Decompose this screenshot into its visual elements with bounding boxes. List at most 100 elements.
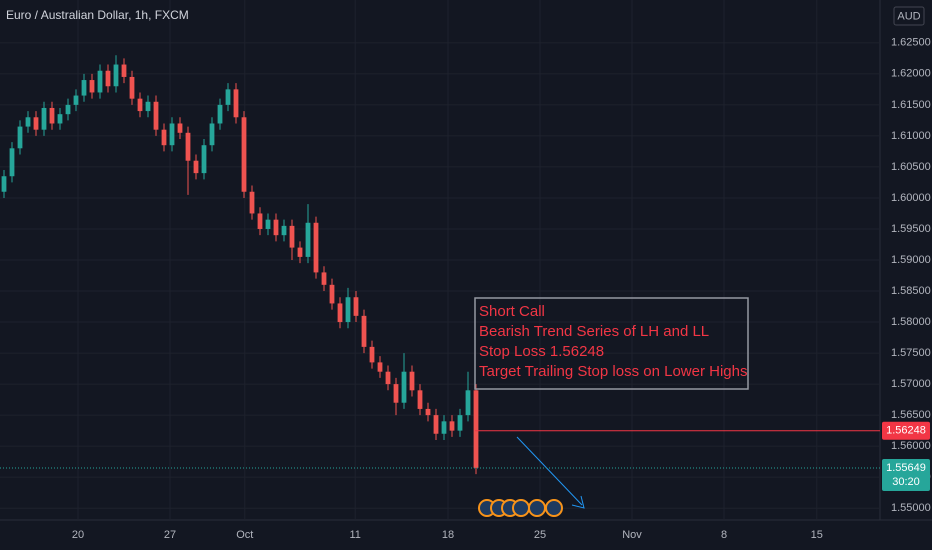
candle-body [1,176,7,192]
candle-body [393,384,399,403]
candle-body [241,117,247,192]
candle-body [385,371,391,385]
candle-body [433,415,439,434]
candle-body [457,415,463,431]
candle-body [473,390,479,468]
last-price-tag [882,458,930,491]
candle-body [97,70,103,93]
candle-body [265,219,271,229]
chart-title: Euro / Australian Dollar, 1h, FXCM [6,8,189,22]
y-tick-label: 1.59500 [891,223,931,235]
y-tick-label: 1.60500 [891,161,931,173]
candle-body [297,247,303,257]
candle-body [73,95,79,105]
x-tick-label: 11 [349,529,360,541]
candle-body [161,129,167,146]
candle-body [169,123,175,146]
candle-body [225,89,231,105]
candle-body [257,213,263,229]
annotation-line: Target Trailing Stop loss on Lower Highs [479,363,747,380]
candle-body [17,126,23,149]
y-tick-label: 1.59000 [891,254,931,266]
candle-body [33,117,39,130]
candle-body [193,160,199,174]
candle-body [425,408,431,416]
annotation-box [474,297,749,390]
event-icon [528,499,546,517]
candle-body [65,104,71,115]
candle-body [289,225,295,248]
candle-body [377,362,383,372]
x-tick-label: 20 [72,529,84,541]
x-tick-label: 27 [164,529,176,541]
candle-body [313,222,319,273]
candle-body [361,315,367,347]
currency-label[interactable]: AUD [897,10,920,22]
x-tick-label: 8 [721,529,727,541]
y-tick-label: 1.57500 [891,347,931,359]
event-icon [512,499,530,517]
candle-body [105,70,111,87]
trend-arrow [516,436,583,506]
candle-body [401,371,407,403]
candle-body [177,123,183,133]
candle-body [209,123,215,146]
candle-body [337,303,343,323]
candle-body [121,64,127,77]
candle-body [369,346,375,363]
y-tick-label: 1.57000 [891,378,931,390]
candle-body [25,117,31,127]
currency-button[interactable] [893,6,925,26]
candle-body [89,80,95,93]
stop-loss-label: 1.56248 [886,425,926,437]
candle-body [9,148,15,177]
candle-body [449,421,455,431]
candles [1,55,479,475]
candle-body [113,64,119,87]
candle-body [81,80,87,96]
candle-body [41,107,47,130]
y-tick-label: 1.58000 [891,316,931,328]
candle-body [217,104,223,124]
x-tick-label: 18 [442,529,454,541]
y-tick-label: 1.61000 [891,130,931,142]
y-tick-label: 1.61500 [891,99,931,111]
candle-body [465,390,471,416]
candle-body [281,225,287,236]
grid [0,0,880,520]
candle-body [441,421,447,434]
candle-body [185,132,191,161]
candle-body [417,390,423,409]
candle-body [129,76,135,99]
annotation-line: Bearish Trend Series of LH and LL [479,323,709,340]
countdown-label: 30:20 [892,476,920,488]
x-tick-label: 15 [811,529,823,541]
candle-body [249,191,255,214]
y-tick-label: 1.56500 [891,409,931,421]
y-tick-label: 1.55000 [891,502,931,514]
candle-body [137,98,143,112]
candle-body [153,101,159,130]
candle-body [49,107,55,124]
candle-body [305,222,311,257]
candle-body [345,297,351,323]
y-tick-label: 1.62000 [891,68,931,80]
x-tick-label: Nov [622,529,642,541]
candle-body [233,89,239,118]
x-tick-label: 25 [534,529,546,541]
candle-body [329,284,335,304]
candle-body [201,145,207,174]
event-icon [545,499,563,517]
event-icons [478,499,563,517]
candle-body [273,219,279,236]
candle-body [409,371,415,391]
stop-loss-tag [882,421,930,440]
annotation-line: Short Call [479,303,545,320]
arrow-head [571,495,585,509]
y-tick-label: 1.56000 [891,440,931,452]
y-tick-label: 1.60000 [891,192,931,204]
annotation-line: Stop Loss 1.56248 [479,343,604,360]
candle-body [57,114,63,124]
